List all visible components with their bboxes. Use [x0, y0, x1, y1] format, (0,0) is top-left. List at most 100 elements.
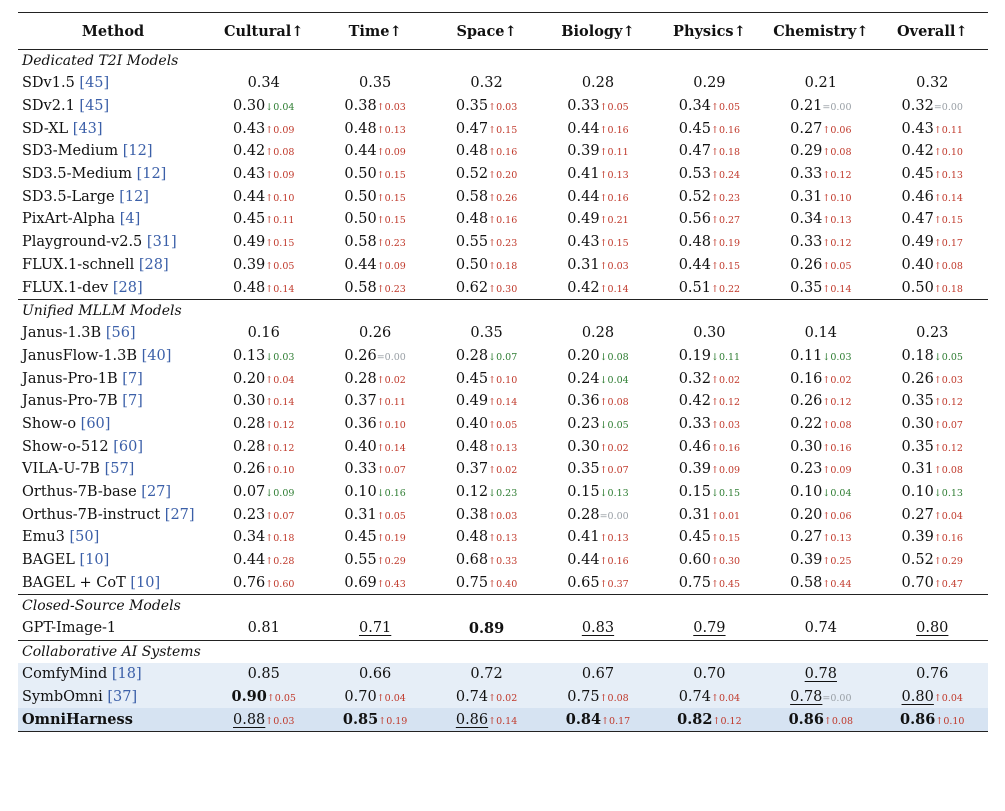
score-cell: 0.26↑0.05	[765, 254, 876, 277]
citation-ref: [4]	[119, 211, 141, 228]
score-cell: 0.44↑0.16	[542, 117, 653, 140]
score-cell: 0.41↑0.13	[542, 526, 653, 549]
score-value: 0.07	[233, 484, 266, 501]
score-value: 0.22	[790, 415, 823, 432]
score-value: 0.58	[344, 234, 377, 251]
score-value: 0.13	[233, 347, 266, 364]
method-name-cell: Show-o-512 [60]	[18, 435, 208, 458]
method-name: Emu3	[22, 529, 70, 546]
citation-ref: [27]	[164, 506, 195, 523]
score-cell: 0.35↑0.07	[542, 458, 653, 481]
score-value: 0.75	[455, 574, 489, 591]
score-cell: 0.78	[765, 662, 877, 686]
delta-value: ↑0.10	[822, 192, 852, 204]
section-header-row: Unified MLLM Models	[18, 298, 988, 322]
score-cell: 0.75↑0.45	[654, 571, 765, 594]
score-cell: 0.33↑0.03	[654, 413, 765, 436]
score-cell: 0.28	[542, 72, 653, 95]
method-name: Show-o	[22, 415, 81, 432]
method-name: SD3-Medium	[22, 143, 123, 160]
score-value: 0.85	[247, 666, 280, 683]
score-value: 0.39	[790, 552, 823, 569]
score-cell: 0.70↑0.04	[319, 685, 431, 709]
delta-value: ↑0.08	[822, 419, 852, 431]
score-cell: 0.32	[431, 72, 542, 95]
delta-value: =0.00	[822, 692, 852, 704]
method-name-cell: ComfyMind [18]	[18, 662, 208, 686]
score-cell: 0.52↑0.23	[654, 185, 765, 208]
score-cell: 0.23↓0.05	[542, 413, 653, 436]
delta-value: ↑0.18	[933, 283, 963, 295]
score-value: 0.34	[790, 211, 823, 228]
score-value: 0.10	[790, 484, 823, 501]
delta-value: ↑0.16	[822, 442, 852, 454]
delta-value: ↓0.13	[599, 488, 629, 500]
table-row: SDv1.5 [45] 0.34 0.35 0.32 0.28 0.29 0.21 0.32	[18, 72, 988, 95]
score-value: 0.34	[247, 75, 280, 92]
score-cell: 0.20↓0.08	[542, 345, 653, 368]
score-value: 0.72	[470, 666, 503, 683]
score-value: 0.56	[678, 211, 711, 228]
score-cell: 0.44↑0.09	[319, 140, 430, 163]
table-row: Janus-Pro-7B [7] 0.30↑0.14 0.37↑0.11 0.49↑0…	[18, 390, 988, 413]
score-cell: 0.69↑0.43	[319, 571, 430, 594]
delta-value: ↑0.11	[265, 215, 295, 227]
delta-value: ↓0.03	[822, 351, 852, 363]
score-cell: 0.48↑0.16	[431, 140, 542, 163]
score-value: 0.18	[901, 347, 934, 364]
delta-value: ↑0.30	[710, 556, 741, 568]
delta-value: ↑0.13	[822, 215, 852, 227]
score-value: 0.50	[455, 256, 489, 273]
section-title: Collaborative AI Systems	[18, 639, 988, 663]
score-cell: 0.50↑0.15	[319, 163, 430, 186]
score-value: 0.41	[567, 166, 600, 183]
method-name: Playground-v2.5	[22, 234, 147, 251]
delta-value: ↓0.04	[599, 374, 629, 386]
score-value: 0.21	[804, 75, 837, 92]
score-cell: 0.74↑0.02	[430, 685, 543, 709]
delta-value: ↑0.14	[822, 283, 852, 295]
table-row: Janus-Pro-1B [7] 0.20↑0.04 0.28↑0.02 0.45↑0…	[18, 367, 988, 390]
delta-value: ↓0.13	[933, 488, 963, 500]
delta-value: =0.00	[599, 510, 629, 522]
delta-value: ↑0.03	[488, 510, 518, 522]
delta-value: ↑0.16	[599, 192, 629, 204]
delta-value: ↑0.10	[488, 374, 518, 386]
score-cell: 0.33↑0.05	[542, 95, 653, 118]
delta-value: ↑0.10	[933, 147, 963, 159]
score-cell: 0.39↑0.09	[654, 458, 765, 481]
delta-value: ↑0.09	[376, 147, 406, 159]
delta-value: ↑0.03	[599, 260, 629, 272]
delta-value: ↑0.40	[488, 578, 518, 590]
score-cell: 0.37↑0.11	[319, 390, 430, 413]
score-cell: 0.44↑0.15	[654, 254, 765, 277]
score-value: 0.86	[900, 711, 936, 729]
score-cell: 0.55↑0.29	[319, 549, 430, 572]
score-value: 0.39	[901, 529, 934, 546]
score-cell: 0.45↑0.16	[654, 117, 765, 140]
score-cell: 0.13↓0.03	[208, 345, 319, 368]
score-value: 0.30	[233, 393, 266, 410]
score-cell: 0.79	[654, 617, 765, 640]
score-cell: 0.19↓0.11	[654, 345, 765, 368]
score-cell: 0.48↑0.14	[208, 276, 319, 299]
results-table-container: Method Cultural↑ Time↑ Space↑ Biology↑ P…	[18, 12, 988, 732]
header-overall: Overall↑	[876, 12, 988, 50]
method-name-cell: GPT-Image-1	[18, 617, 208, 640]
score-value: 0.44	[344, 256, 377, 273]
delta-value: ↑0.17	[601, 716, 631, 728]
score-cell: 0.30	[654, 322, 765, 345]
score-cell: 0.65↑0.37	[542, 571, 653, 594]
score-cell: 0.42↑0.12	[654, 390, 765, 413]
score-cell: 0.20↑0.06	[765, 503, 876, 526]
table-row: PixArt-Alpha [4] 0.45↑0.11 0.50↑0.15 0.48↑0…	[18, 208, 988, 231]
delta-value: =0.00	[822, 102, 852, 114]
score-value: 0.44	[567, 120, 600, 137]
delta-value: ↓0.04	[822, 488, 852, 500]
score-value: 0.75	[678, 574, 711, 591]
score-value: 0.80	[916, 620, 949, 637]
score-value: 0.48	[678, 234, 711, 251]
score-cell: 0.42↑0.08	[208, 140, 319, 163]
method-name-cell: VILA-U-7B [57]	[18, 458, 208, 481]
score-cell: 0.39↑0.25	[765, 549, 876, 572]
